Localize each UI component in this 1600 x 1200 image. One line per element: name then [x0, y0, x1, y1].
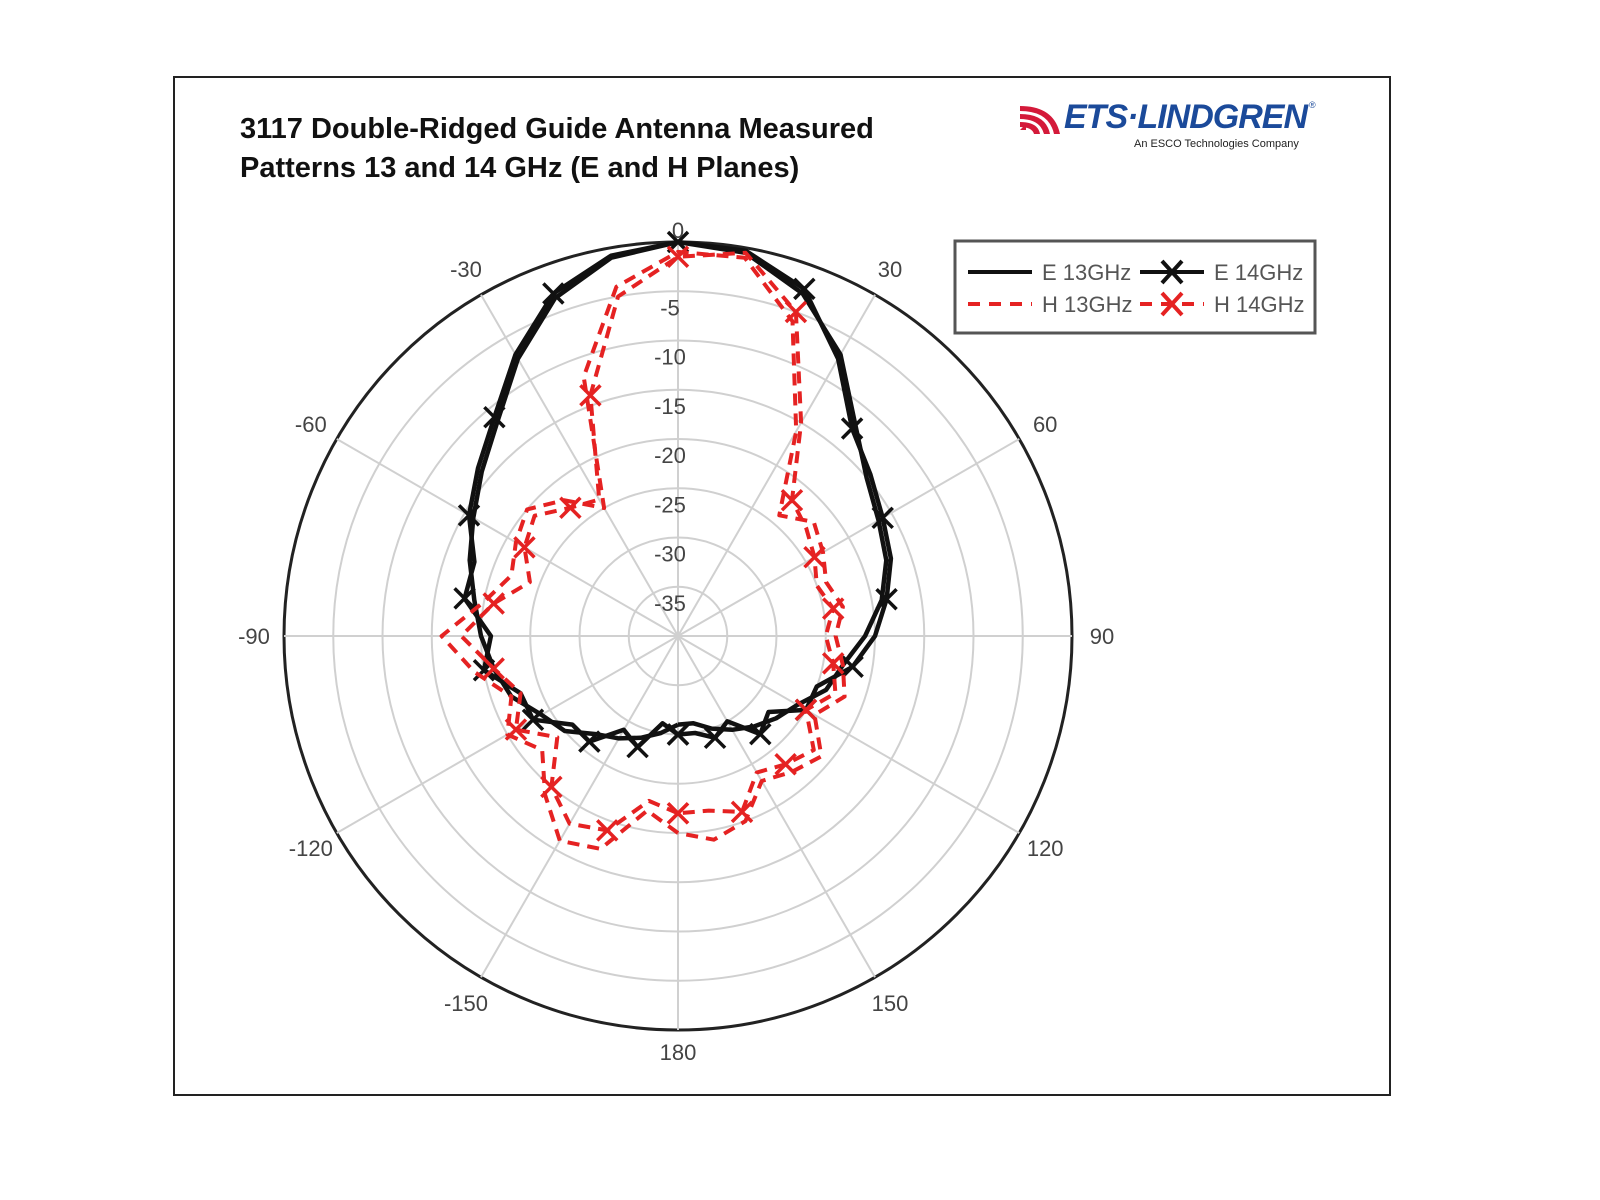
- data-point-marker: [483, 405, 506, 429]
- data-point-marker: [457, 504, 481, 527]
- angle-tick-label: -120: [289, 836, 333, 861]
- data-point-marker: [749, 722, 772, 746]
- data-point-marker: [453, 587, 476, 610]
- angle-tick-label: 60: [1033, 412, 1057, 437]
- data-point-marker: [482, 592, 505, 615]
- legend-marker: [1160, 259, 1184, 285]
- data-point-marker: [666, 802, 690, 825]
- logo-brand: ETS·LINDGREN: [1064, 98, 1308, 136]
- logo-brand-row: ETS·LINDGREN ®: [1064, 98, 1316, 136]
- logo-tagline: An ESCO Technologies Company: [1134, 138, 1299, 150]
- data-point-marker: [703, 726, 727, 750]
- radial-tick-label: -10: [654, 345, 686, 370]
- data-point-marker: [875, 587, 898, 611]
- ets-lindgren-logo: ETS·LINDGREN ® An ESCO Technologies Comp…: [1018, 98, 1338, 158]
- signal-waves-icon: [1020, 106, 1060, 134]
- data-point-marker: [559, 496, 582, 519]
- radial-tick-label: -25: [654, 492, 686, 517]
- data-point-marker: [794, 698, 818, 722]
- radial-tick-label: -15: [654, 394, 686, 419]
- legend-label: H 14GHz: [1214, 292, 1304, 317]
- data-point-marker: [841, 655, 864, 679]
- data-point-marker: [780, 488, 804, 512]
- legend-label: H 13GHz: [1042, 292, 1132, 317]
- angle-tick-label: -90: [238, 624, 270, 649]
- radial-tick-label: -30: [654, 542, 686, 567]
- data-point-marker: [596, 819, 619, 842]
- angle-tick-label: 120: [1027, 836, 1064, 861]
- data-point-marker: [579, 384, 602, 407]
- data-point-marker: [504, 718, 528, 741]
- data-point-marker: [803, 545, 826, 569]
- data-point-marker: [821, 652, 845, 675]
- angle-tick-label: -30: [450, 257, 482, 282]
- series-line-h-13ghz: [439, 249, 847, 851]
- legend-label: E 13GHz: [1042, 260, 1131, 285]
- data-point-marker: [793, 277, 816, 301]
- angle-tick-label: 180: [660, 1040, 697, 1065]
- data-point-marker: [521, 708, 545, 731]
- data-point-marker: [513, 536, 536, 559]
- data-point-marker: [730, 800, 754, 824]
- data-point-marker: [774, 753, 797, 776]
- legend: E 13GHz E 14GHz H 13GHz H 14GHz: [953, 239, 1317, 335]
- angle-tick-label: 90: [1090, 624, 1114, 649]
- data-point-marker: [666, 245, 690, 269]
- logo-registered: ®: [1309, 100, 1316, 110]
- data-point-marker: [871, 506, 894, 530]
- angle-tick-label: -150: [444, 991, 488, 1016]
- data-point-marker: [821, 597, 845, 620]
- radial-tick-label: -5: [660, 295, 680, 320]
- chart-frame: [173, 76, 1391, 1096]
- angle-tick-label: 0: [672, 218, 684, 243]
- legend-label: E 14GHz: [1214, 260, 1303, 285]
- data-point-marker: [666, 723, 690, 746]
- data-point-marker: [840, 417, 864, 440]
- angle-tick-label: -60: [295, 412, 327, 437]
- grid-spoke: [480, 294, 876, 978]
- tick-labels: 0 30 60 90 120 150 180 -150 -120 -90 -60 -30 -5 -10 -1…: [238, 218, 1114, 1065]
- data-point-marker: [482, 657, 505, 680]
- data-point-marker: [542, 282, 565, 305]
- title-line-1: 3117 Double-Ridged Guide Antenna Measure…: [240, 113, 874, 145]
- legend-box: [953, 239, 1317, 335]
- angle-tick-label: 150: [872, 991, 909, 1016]
- radial-tick-label: -35: [654, 591, 686, 616]
- data-point-marker: [626, 735, 649, 759]
- data-point-marker: [784, 300, 808, 324]
- radial-tick-label: -20: [654, 443, 686, 468]
- title-line-2: Patterns 13 and 14 GHz (E and H Planes): [240, 152, 800, 184]
- legend-marker: [1160, 291, 1184, 317]
- data-point-marker: [578, 730, 601, 753]
- angle-tick-label: 30: [878, 257, 902, 282]
- data-point-marker: [540, 775, 563, 799]
- traces: [439, 230, 898, 851]
- chart-title: 3117 Double-Ridged Guide Antenna Measure…: [240, 110, 874, 188]
